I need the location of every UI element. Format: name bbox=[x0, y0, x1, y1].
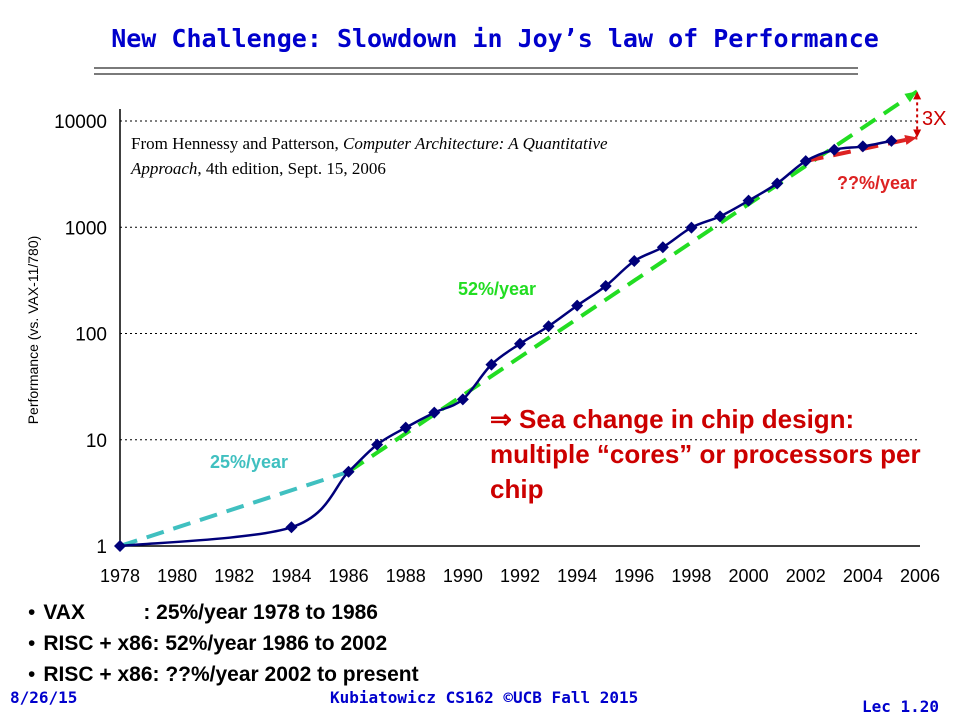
reference-part-2: , 4th edition, Sept. 15, 2006 bbox=[197, 159, 386, 178]
data-point bbox=[399, 421, 412, 434]
data-point bbox=[456, 393, 469, 406]
title-rule-bottom bbox=[94, 73, 858, 75]
three-x-arrowhead-bottom bbox=[913, 129, 922, 138]
x-tick-label: 1994 bbox=[557, 566, 597, 586]
x-tick-label: 2004 bbox=[843, 566, 883, 586]
trend-label-25: 25%/year bbox=[210, 452, 288, 472]
data-point bbox=[371, 438, 384, 451]
data-point bbox=[114, 540, 126, 552]
grid-lines bbox=[120, 120, 920, 441]
data-series bbox=[114, 134, 898, 552]
trend-line-52-arrowhead bbox=[904, 91, 918, 103]
implies-arrow-icon: ⇒ bbox=[490, 404, 512, 434]
three-x-arrowhead-top bbox=[913, 91, 922, 100]
trend-label-unknown: ??%/year bbox=[837, 173, 917, 193]
reference-part-1: From Hennessy and Patterson, bbox=[131, 134, 344, 153]
data-point bbox=[885, 134, 898, 147]
x-tick-label: 1992 bbox=[500, 566, 540, 586]
sea-change-text: Sea change in chip design: multiple “cor… bbox=[490, 404, 921, 504]
y-tick-label: 10 bbox=[86, 431, 107, 452]
chart-axes bbox=[119, 109, 920, 547]
slide-title: New Challenge: Slowdown in Joy’s law of … bbox=[111, 24, 879, 53]
three-x-label: 3X bbox=[922, 108, 946, 130]
data-point bbox=[714, 210, 726, 223]
data-point bbox=[628, 255, 641, 268]
data-point bbox=[485, 358, 498, 371]
reference-book-title: Computer Architecture: A Quantitative Ap… bbox=[131, 134, 608, 178]
bullet-list: VAX : 25%/year 1978 to 1986 RISC + x86: … bbox=[28, 599, 419, 692]
trend-labels: 25%/year 52%/year ??%/year bbox=[210, 173, 917, 472]
trend-line-unknown-arrowhead bbox=[904, 135, 918, 145]
data-point bbox=[685, 221, 698, 234]
x-tick-label: 2006 bbox=[900, 566, 940, 586]
x-tick-label: 1996 bbox=[614, 566, 654, 586]
data-point bbox=[285, 521, 298, 534]
data-point bbox=[656, 241, 669, 254]
data-point bbox=[571, 299, 584, 312]
x-tick-label: 1988 bbox=[386, 566, 426, 586]
footer-date: 8/26/15 bbox=[10, 688, 78, 707]
bullet-item: RISC + x86: 52%/year 1986 to 2002 bbox=[28, 630, 419, 661]
bullet-item: VAX : 25%/year 1978 to 1986 bbox=[28, 599, 419, 630]
x-tick-label: 1986 bbox=[329, 566, 369, 586]
data-point bbox=[856, 140, 869, 153]
data-point bbox=[742, 194, 755, 207]
data-point bbox=[799, 155, 812, 168]
tick-labels: 1 10 100 1000 10000 1978 1980 1982 1984 1986 1988 1… bbox=[54, 112, 940, 586]
x-tick-label: 2002 bbox=[786, 566, 826, 586]
trend-label-52: 52%/year bbox=[458, 279, 536, 299]
data-point bbox=[542, 320, 555, 333]
x-tick-label: 1980 bbox=[157, 566, 197, 586]
footer-lecture: Lec 1.20 bbox=[862, 697, 940, 716]
x-tick-label: 1998 bbox=[671, 566, 711, 586]
x-tick-label: 1984 bbox=[271, 566, 311, 586]
title-rule-top bbox=[94, 67, 858, 69]
data-point bbox=[828, 143, 841, 156]
footer-course: Kubiatowicz CS162 ©UCB Fall 2015 bbox=[330, 688, 639, 707]
x-tick-label: 1982 bbox=[214, 566, 254, 586]
y-tick-label: 1000 bbox=[65, 218, 107, 239]
y-tick-label: 1 bbox=[96, 537, 107, 558]
performance-chart: 1 10 100 1000 10000 1978 1980 1982 1984 1986 1988 1… bbox=[25, 89, 946, 586]
y-tick-label: 100 bbox=[75, 325, 107, 346]
y-axis-label: Performance (vs. VAX-11/780) bbox=[25, 236, 41, 425]
x-tick-label: 1990 bbox=[443, 566, 483, 586]
sea-change-note: ⇒ Sea change in chip design: multiple “c… bbox=[490, 402, 930, 507]
trend-line-25 bbox=[119, 469, 350, 548]
y-tick-label: 10000 bbox=[54, 112, 107, 133]
data-point bbox=[514, 337, 526, 350]
data-point bbox=[599, 279, 612, 292]
bullet-item: RISC + x86: ??%/year 2002 to present bbox=[28, 661, 418, 692]
data-point bbox=[428, 406, 441, 419]
data-point bbox=[342, 465, 355, 478]
x-tick-label: 2000 bbox=[729, 566, 769, 586]
x-tick-label: 1978 bbox=[100, 566, 140, 586]
reference-note: From Hennessy and Patterson, Computer Ar… bbox=[131, 131, 651, 181]
data-point bbox=[771, 177, 784, 190]
